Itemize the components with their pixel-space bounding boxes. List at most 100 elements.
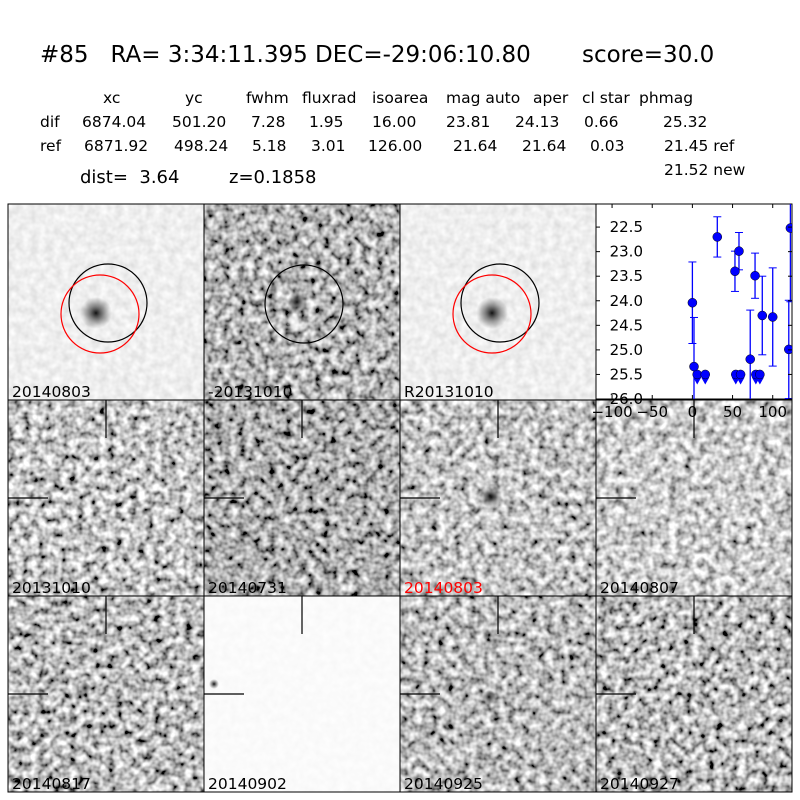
row-name: dif [40, 113, 60, 131]
table-cell: 5.18 [252, 137, 287, 155]
table-cell: 25.32 [663, 113, 708, 131]
x-tick-label: −100 [591, 403, 632, 421]
stamp-date-label: 20140803 [404, 579, 483, 597]
source-blob [476, 297, 508, 329]
data-point [689, 361, 699, 372]
data-point [767, 312, 778, 322]
image-stamp [7, 399, 205, 597]
data-point [750, 270, 760, 281]
phmag-new: 21.52 new [664, 161, 746, 179]
column-header: cl star [582, 89, 630, 107]
dif-aperture-circle [460, 263, 540, 343]
source-blob [80, 297, 112, 329]
redshift-value: z=0.1858 [229, 167, 317, 188]
upper-limit-marker [755, 377, 764, 385]
light-curve-chart: 22.5 23.0 23.5 24.0 24.5 25.0 25.5 26.0−100 −50 0… [591, 203, 793, 421]
data-point [712, 232, 723, 242]
upper-limit-marker [693, 377, 702, 385]
y-tick-label: 26.0 [610, 390, 643, 408]
x-tick-label: 0 [688, 403, 698, 421]
candidate-id: #85 [40, 42, 89, 68]
stamp-date-label: 20131010 [12, 579, 91, 597]
table-cell: 6871.92 [84, 137, 149, 155]
table-cell: 21.64 [453, 137, 498, 155]
table-cell: 3.01 [311, 137, 346, 155]
y-tick-label: 23.5 [610, 267, 643, 285]
ref-aperture-circle [452, 274, 532, 354]
x-tick-label: 100 [758, 403, 787, 421]
dif-aperture-circle [68, 263, 148, 343]
stamp-date-label: -20131010 [208, 383, 293, 401]
stamp-date-label: 20140731 [208, 579, 287, 597]
dif-aperture-circle [264, 264, 344, 344]
y-tick-label: 25.5 [610, 365, 643, 383]
x-tick-label: 50 [723, 403, 742, 421]
table-cell: 7.28 [251, 113, 286, 131]
column-header: mag auto [446, 89, 521, 107]
score: score=30.0 [581, 42, 715, 68]
table-cell: 21.64 [522, 137, 567, 155]
title: #85 RA= 3:34:11.395 DEC=-29:06:10.80 sco… [40, 44, 714, 67]
stamp-date-label: R20131010 [404, 383, 494, 401]
image-stamp [203, 595, 401, 793]
dec: DEC=-29:06:10.80 [315, 42, 531, 68]
y-tick-label: 24.5 [610, 316, 643, 334]
stamp-date-label: 20140817 [12, 775, 91, 793]
column-header: xc [103, 89, 121, 107]
stamp-date-label: 20140925 [404, 775, 483, 793]
dist-value: dist= 3.64 [80, 167, 180, 188]
table-cell: 0.66 [584, 113, 619, 131]
table-cell: 498.24 [174, 137, 229, 155]
table-cell: 501.20 [172, 113, 227, 131]
y-tick-label: 23.0 [610, 243, 643, 261]
row-name: ref [40, 137, 62, 155]
ra: RA= 3:34:11.395 [110, 42, 308, 68]
residual-blob [284, 313, 302, 331]
x-tick-label: −50 [636, 403, 668, 421]
data-point [745, 354, 755, 364]
table-cell: 0.03 [590, 137, 625, 155]
image-stamp [7, 595, 205, 793]
ref-aperture-circle [60, 274, 140, 354]
column-header: aper [533, 89, 569, 107]
image-stamp [203, 399, 401, 597]
upper-limit-point [755, 369, 765, 380]
column-header: phmag [639, 89, 694, 107]
y-tick-label: 25.0 [610, 341, 643, 359]
image-stamp [595, 595, 793, 793]
column-header: isoarea [372, 89, 429, 107]
table-cell: 24.13 [515, 113, 560, 131]
upper-limit-point [735, 369, 746, 380]
upper-limit-point [700, 369, 710, 380]
data-point [734, 246, 744, 256]
stamp-date-label: 20140807 [600, 579, 679, 597]
stamp-date-label: 20140803 [12, 383, 91, 401]
source-blob [480, 486, 502, 508]
table-cell: 6874.04 [82, 113, 147, 131]
table-cell: 21.45 ref [664, 137, 735, 155]
residual-blob [480, 506, 496, 522]
column-header: fwhm [246, 89, 289, 107]
y-tick-label: 24.0 [610, 292, 643, 310]
data-point [730, 266, 740, 277]
table-cell: 1.95 [309, 113, 344, 131]
image-stamp [595, 399, 793, 597]
stamp-date-label: 20140902 [208, 775, 287, 793]
source-blob [287, 292, 307, 312]
column-header: fluxrad [302, 89, 357, 107]
source-blob [209, 679, 219, 689]
upper-limit-marker [736, 377, 745, 385]
source-blob [482, 690, 496, 704]
data-point [687, 297, 698, 308]
source-blob [79, 682, 91, 694]
data-point [785, 223, 792, 233]
image-stamp [399, 595, 597, 793]
data-point [757, 310, 768, 321]
stamp-date-label: 20140927 [600, 775, 679, 793]
column-header: yc [185, 89, 203, 107]
y-tick-label: 22.5 [610, 218, 643, 236]
table-cell: 23.81 [446, 113, 491, 131]
table-cell: 126.00 [368, 137, 423, 155]
